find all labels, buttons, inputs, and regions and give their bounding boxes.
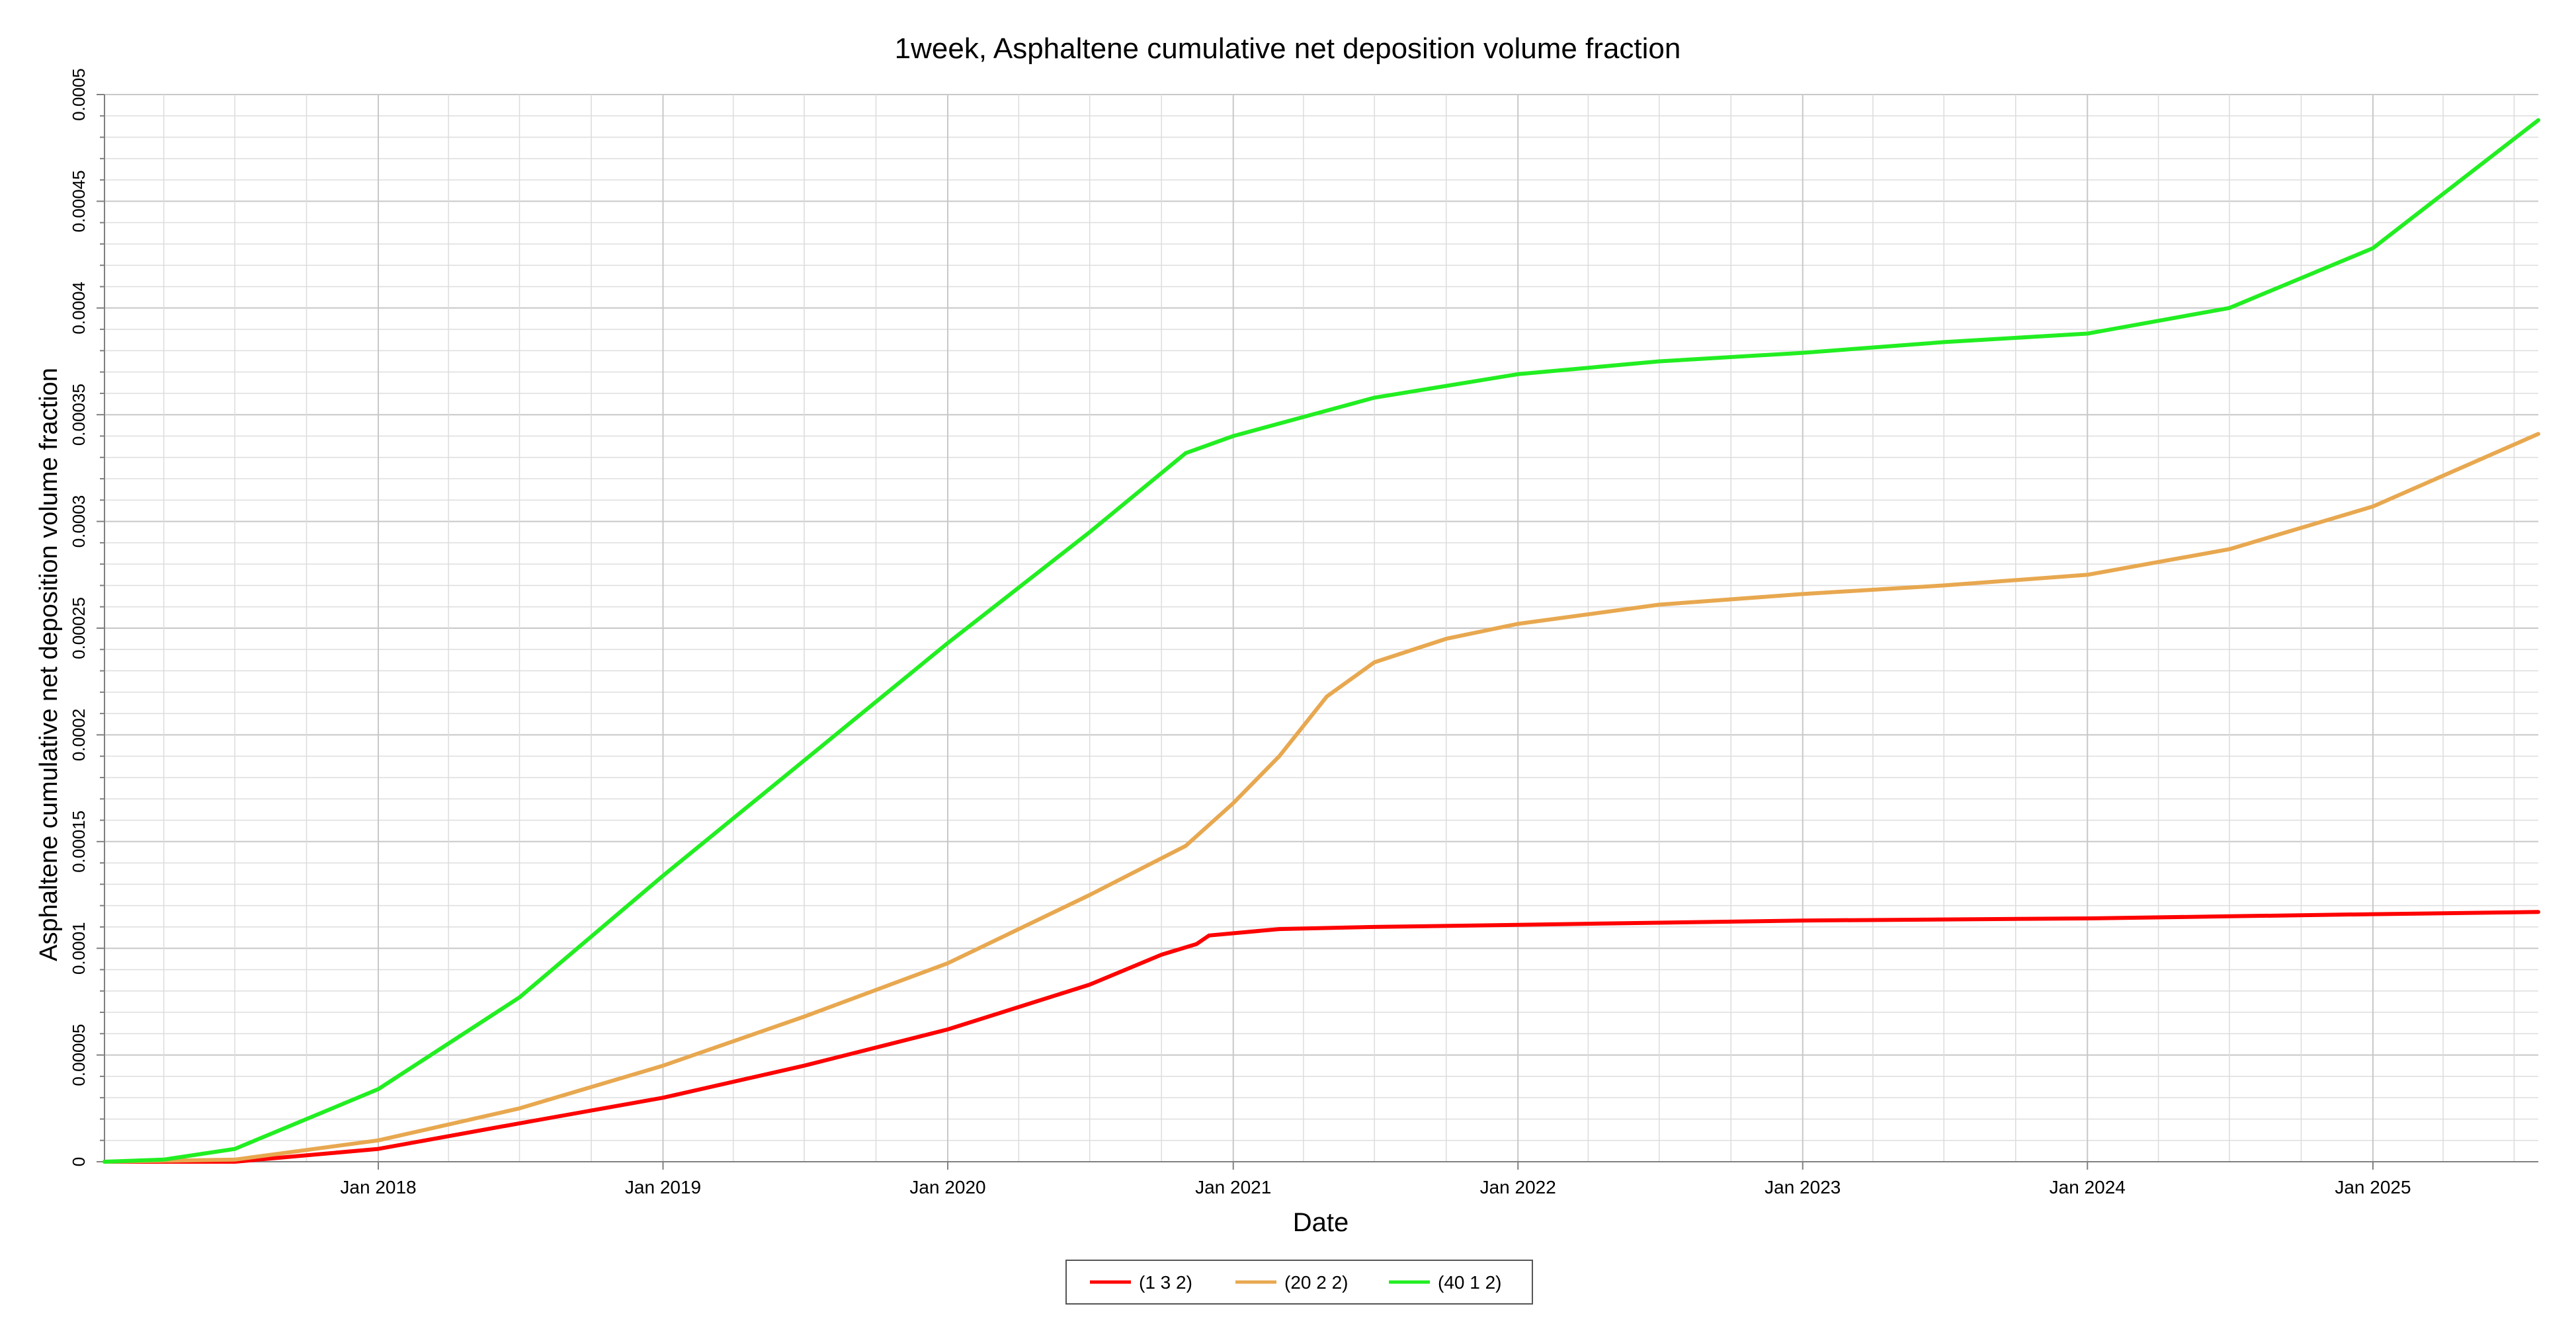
y-tick-label: 0.0002 <box>69 709 89 762</box>
x-tick-label: Jan 2022 <box>1480 1177 1556 1197</box>
x-tick-label: Jan 2023 <box>1765 1177 1841 1197</box>
y-tick-label: 0.0005 <box>69 68 89 121</box>
y-tick-label: 0 <box>69 1157 89 1166</box>
legend-item: (1 3 2) <box>1090 1272 1192 1293</box>
series-lines <box>103 118 2540 1164</box>
y-tick-label: 0.00045 <box>69 170 89 232</box>
legend-label: (20 2 2) <box>1284 1272 1349 1293</box>
y-tick-label: 0.00025 <box>69 597 89 659</box>
series-line-0 <box>103 910 2540 1164</box>
series-line-2 <box>103 118 2540 1164</box>
x-axis-label: Date <box>1293 1208 1349 1237</box>
axes <box>97 94 2538 1170</box>
y-tick-label: 0.0004 <box>69 282 89 335</box>
legend: (1 3 2) (20 2 2) (40 1 2) <box>1065 1260 1533 1305</box>
y-tick-labels: 0 0.00005 0.0001 0.00015 0.0002 0.00025 0.0003… <box>69 68 89 1166</box>
y-tick-label: 0.00035 <box>69 383 89 446</box>
chart-title: 1week, Asphaltene cumulative net deposit… <box>895 32 1681 65</box>
legend-item: (40 1 2) <box>1389 1272 1502 1293</box>
y-tick-label: 0.0003 <box>69 495 89 548</box>
legend-label: (40 1 2) <box>1438 1272 1502 1293</box>
legend-label: (1 3 2) <box>1139 1272 1192 1293</box>
x-tick-label: Jan 2019 <box>625 1177 701 1197</box>
legend-item: (20 2 2) <box>1235 1272 1349 1293</box>
y-axis-label: Asphaltene cumulative net deposition vol… <box>35 368 63 961</box>
legend-box <box>1065 1260 1533 1305</box>
x-tick-label: Jan 2025 <box>2335 1177 2411 1197</box>
x-tick-label: Jan 2024 <box>2050 1177 2126 1197</box>
x-tick-label: Jan 2021 <box>1195 1177 1271 1197</box>
grid-lines <box>104 94 2538 1162</box>
y-tick-label: 0.00015 <box>69 811 89 873</box>
x-tick-label: Jan 2020 <box>909 1177 985 1197</box>
series-line-1 <box>103 432 2540 1164</box>
x-tick-label: Jan 2018 <box>340 1177 416 1197</box>
y-tick-label: 0.00005 <box>69 1024 89 1086</box>
y-tick-label: 0.0001 <box>69 922 89 975</box>
x-tick-labels: Jan 2018 Jan 2019 Jan 2020 Jan 2021 Jan 2022… <box>340 1177 2411 1197</box>
